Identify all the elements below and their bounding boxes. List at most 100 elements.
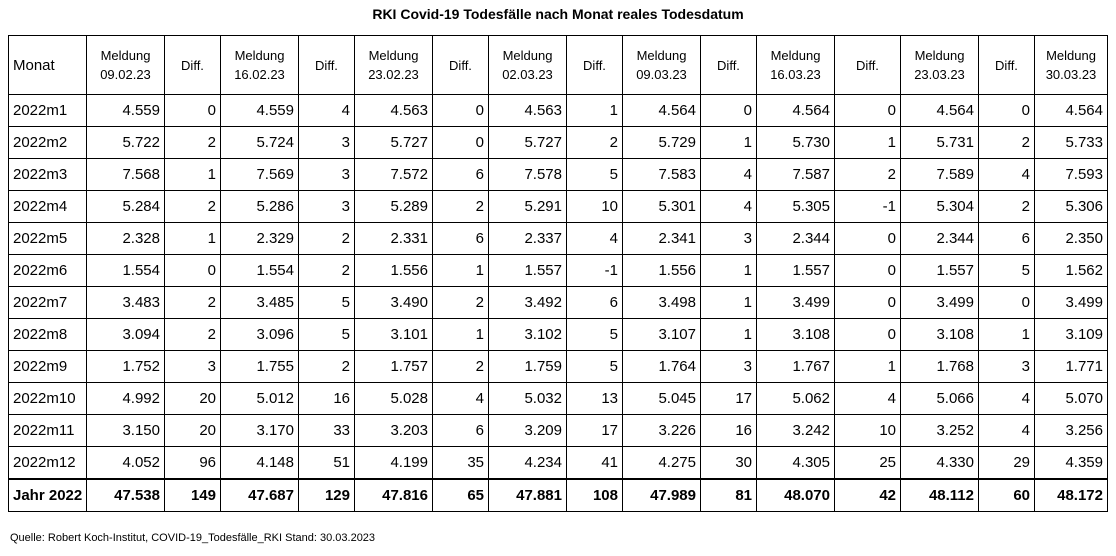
table-cell: 5.032 bbox=[488, 382, 567, 415]
table-cell: 25 bbox=[834, 446, 901, 480]
table-cell: 2 bbox=[164, 190, 221, 223]
table-cell: 42 bbox=[834, 478, 901, 512]
table-cell: 3.170 bbox=[220, 414, 299, 447]
table-cell: 7.568 bbox=[86, 158, 165, 191]
table-body: 2022m1 4.559 0 4.559 4 4.563 0 4.563 1 4.564 0 4.56… bbox=[8, 94, 1108, 512]
table-cell: 5.731 bbox=[900, 126, 979, 159]
table-cell: 5 bbox=[298, 318, 355, 351]
table-cell: 16 bbox=[298, 382, 355, 415]
table-cell: 2 bbox=[978, 126, 1035, 159]
table-cell: 1.556 bbox=[622, 254, 701, 287]
table-cell: 3.256 bbox=[1034, 414, 1108, 447]
table-cell: 4 bbox=[566, 222, 623, 255]
table-cell: 4 bbox=[978, 382, 1035, 415]
table-cell: 6 bbox=[432, 414, 489, 447]
table-cell: 5.291 bbox=[488, 190, 567, 223]
table-cell: 3 bbox=[700, 350, 757, 383]
table-cell: 47.816 bbox=[354, 478, 433, 512]
row-label: 2022m12 bbox=[8, 446, 87, 480]
column-header-report: Meldung 23.02.23 bbox=[354, 35, 433, 95]
table-cell: 5.724 bbox=[220, 126, 299, 159]
table-cell: 5.727 bbox=[354, 126, 433, 159]
table-cell: 2 bbox=[566, 126, 623, 159]
table-cell: 3.499 bbox=[756, 286, 835, 319]
table-cell: 47.989 bbox=[622, 478, 701, 512]
header-line-1: Meldung bbox=[502, 48, 553, 63]
table-cell: 4.564 bbox=[1034, 94, 1108, 127]
table-cell: 2 bbox=[432, 286, 489, 319]
row-label: 2022m2 bbox=[8, 126, 87, 159]
table-cell: 5 bbox=[566, 158, 623, 191]
table-cell: 1.562 bbox=[1034, 254, 1108, 287]
table-row: 2022m6 1.554 0 1.554 2 1.556 1 1.557 -1 1.556 1 1.5… bbox=[8, 254, 1108, 287]
column-header-diff: Diff. bbox=[432, 35, 489, 95]
table-cell: 5.284 bbox=[86, 190, 165, 223]
table-cell: 0 bbox=[834, 286, 901, 319]
table-cell: 2.329 bbox=[220, 222, 299, 255]
header-line-2: 23.02.23 bbox=[368, 67, 419, 82]
table-cell: 35 bbox=[432, 446, 489, 480]
table-cell: 3 bbox=[298, 126, 355, 159]
table-cell: 3.109 bbox=[1034, 318, 1108, 351]
header-line-1: Diff. bbox=[856, 57, 879, 73]
row-label: Jahr 2022 bbox=[8, 478, 87, 512]
table-cell: 3.490 bbox=[354, 286, 433, 319]
row-label: 2022m7 bbox=[8, 286, 87, 319]
row-label: 2022m5 bbox=[8, 222, 87, 255]
table-cell: 3.483 bbox=[86, 286, 165, 319]
table-cell: 5 bbox=[978, 254, 1035, 287]
table-row: 2022m5 2.328 1 2.329 2 2.331 6 2.337 4 2.341 3 2.34… bbox=[8, 222, 1108, 255]
table-cell: 2.341 bbox=[622, 222, 701, 255]
table-cell: 1 bbox=[164, 158, 221, 191]
table-cell: 0 bbox=[978, 94, 1035, 127]
table-cell: 1.757 bbox=[354, 350, 433, 383]
table-cell: 2.337 bbox=[488, 222, 567, 255]
column-header-report: Meldung 02.03.23 bbox=[488, 35, 567, 95]
table-cell: 1.759 bbox=[488, 350, 567, 383]
column-header-month: Monat bbox=[8, 35, 87, 95]
table-cell: 5.722 bbox=[86, 126, 165, 159]
table-cell: 5.727 bbox=[488, 126, 567, 159]
column-header-report: Meldung 16.03.23 bbox=[756, 35, 835, 95]
table-cell: 47.881 bbox=[488, 478, 567, 512]
table-cell: 5.306 bbox=[1034, 190, 1108, 223]
table-cell: 3.492 bbox=[488, 286, 567, 319]
header-line-1: Diff. bbox=[583, 57, 606, 73]
header-line-2: 02.03.23 bbox=[502, 67, 553, 82]
table-cell: 0 bbox=[164, 94, 221, 127]
table-cell: 4.148 bbox=[220, 446, 299, 480]
table-cell: 0 bbox=[834, 94, 901, 127]
table-cell: 17 bbox=[700, 382, 757, 415]
table-cell: 10 bbox=[566, 190, 623, 223]
column-header-diff: Diff. bbox=[834, 35, 901, 95]
table-cell: 2 bbox=[298, 254, 355, 287]
table-cell: 3.485 bbox=[220, 286, 299, 319]
table-cell: 7.569 bbox=[220, 158, 299, 191]
table-cell: 2 bbox=[834, 158, 901, 191]
table-cell: 3.499 bbox=[1034, 286, 1108, 319]
table-cell: 4.564 bbox=[900, 94, 979, 127]
table-cell: 5.289 bbox=[354, 190, 433, 223]
table-cell: 33 bbox=[298, 414, 355, 447]
header-line-2: 16.03.23 bbox=[770, 67, 821, 82]
table-cell: 3.094 bbox=[86, 318, 165, 351]
table-row: 2022m7 3.483 2 3.485 5 3.490 2 3.492 6 3.498 1 3.49… bbox=[8, 286, 1108, 319]
table-cell: 5.304 bbox=[900, 190, 979, 223]
table-cell: 13 bbox=[566, 382, 623, 415]
header-line-1: Meldung bbox=[368, 48, 419, 63]
table-cell: 6 bbox=[978, 222, 1035, 255]
column-header-report: Meldung 16.02.23 bbox=[220, 35, 299, 95]
table-cell: 3 bbox=[298, 158, 355, 191]
table-cell: 4.199 bbox=[354, 446, 433, 480]
table-row: 2022m2 5.722 2 5.724 3 5.727 0 5.727 2 5.729 1 5.73… bbox=[8, 126, 1108, 159]
table-cell: 108 bbox=[566, 478, 623, 512]
table-row: 2022m8 3.094 2 3.096 5 3.101 1 3.102 5 3.107 1 3.10… bbox=[8, 318, 1108, 351]
table-cell: 17 bbox=[566, 414, 623, 447]
table-cell: 2 bbox=[164, 318, 221, 351]
table-cell: 3.203 bbox=[354, 414, 433, 447]
column-header-report: Meldung 09.02.23 bbox=[86, 35, 165, 95]
table-cell: 2 bbox=[432, 350, 489, 383]
table-cell: 4 bbox=[700, 190, 757, 223]
table-row: 2022m3 7.568 1 7.569 3 7.572 6 7.578 5 7.583 4 7.58… bbox=[8, 158, 1108, 191]
table-cell: 5.305 bbox=[756, 190, 835, 223]
